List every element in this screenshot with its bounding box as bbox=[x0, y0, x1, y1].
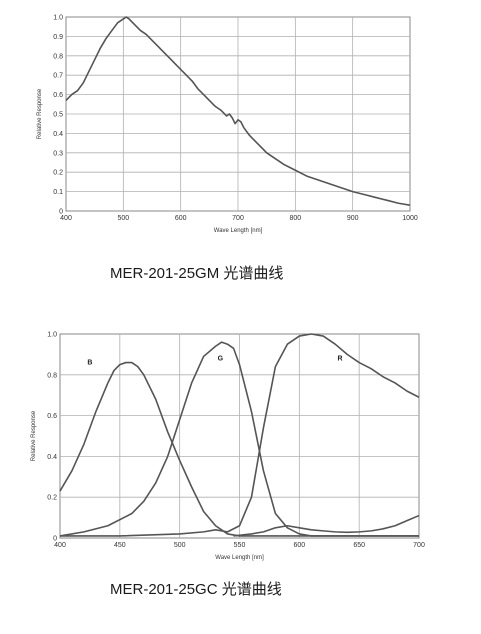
chart-mono: 400 500 600 700 800 900 1000 0 0.1 0.2 0.3 0.4 0.5 0.… bbox=[0, 0, 481, 300]
chart1-ytick-label: 0.7 bbox=[53, 73, 63, 80]
chart-color-svg: 400 450 500 550 600 650 700 0 0.2 0.4 0.6 0.8 1.0 Wav… bbox=[31, 332, 425, 562]
chart1-xtick-label: 1000 bbox=[402, 215, 418, 222]
chart1-ytick-label: 0.6 bbox=[53, 92, 63, 99]
chart-mono-svg: 400 500 600 700 800 900 1000 0 0.1 0.2 0.3 0.4 0.5 0.… bbox=[37, 15, 418, 235]
chart2-ytick-label: 0.6 bbox=[47, 413, 57, 420]
chart2-series-r-line bbox=[60, 333, 420, 537]
chart1-xtick-label: 900 bbox=[347, 215, 359, 222]
chart-mono-caption: MER-201-25GM 光谱曲线 bbox=[110, 265, 284, 282]
chart2-ytick-label: 0 bbox=[53, 536, 57, 543]
chart2-series-r-label: R bbox=[337, 356, 342, 363]
chart2-xtick-label: 400 bbox=[54, 542, 66, 549]
chart2-ytick-label: 0.8 bbox=[47, 372, 57, 379]
chart2-ytick-label: 0.2 bbox=[47, 495, 57, 502]
chart1-xaxis-title: Wave Length [nm] bbox=[214, 228, 263, 234]
chart2-series-ir-tail-line bbox=[233, 514, 420, 537]
chart1-ytick-label: 0.1 bbox=[53, 189, 63, 196]
chart2-xtick-label: 650 bbox=[353, 542, 365, 549]
chart1-xtick-label: 500 bbox=[117, 215, 129, 222]
chart2-xtick-label: 700 bbox=[413, 542, 425, 549]
chart2-xtick-label: 450 bbox=[114, 542, 126, 549]
chart1-xtick-label: 800 bbox=[289, 215, 301, 222]
chart2-yaxis-title: Relative Response bbox=[31, 410, 37, 461]
chart1-yaxis-title: Relative Response bbox=[37, 88, 43, 139]
chart2-series-g-line bbox=[59, 341, 419, 537]
chart2-xaxis-title: Wave Length [nm] bbox=[215, 555, 264, 561]
chart1-xtick-label: 700 bbox=[232, 215, 244, 222]
chart1-ytick-label: 0 bbox=[59, 209, 63, 216]
chart1-ytick-label: 0.9 bbox=[53, 34, 63, 41]
chart2-ytick-label: 1.0 bbox=[47, 332, 57, 339]
chart1-xtick-label: 400 bbox=[60, 215, 72, 222]
chart1-series-series-0-line bbox=[65, 16, 411, 206]
chart-color: 400 450 500 550 600 650 700 0 0.2 0.4 0.6 0.8 1.0 Wav… bbox=[0, 318, 481, 634]
chart1-xtick-label: 600 bbox=[175, 215, 187, 222]
chart1-ytick-label: 1.0 bbox=[53, 15, 63, 22]
chart-color-caption: MER-201-25GC 光谱曲线 bbox=[110, 581, 282, 598]
chart1-ytick-label: 0.8 bbox=[53, 53, 63, 60]
chart1-ytick-label: 0.4 bbox=[53, 131, 63, 138]
chart1-ytick-label: 0.2 bbox=[53, 170, 63, 177]
chart2-xtick-label: 500 bbox=[174, 542, 186, 549]
chart2-xtick-label: 550 bbox=[234, 542, 246, 549]
chart2-series-b-label: B bbox=[87, 360, 92, 367]
chart1-ytick-label: 0.3 bbox=[53, 150, 63, 157]
chart2-xtick-label: 600 bbox=[293, 542, 305, 549]
chart2-series-g-label: G bbox=[218, 356, 224, 363]
chart2-ytick-label: 0.4 bbox=[47, 454, 57, 461]
chart1-ytick-label: 0.5 bbox=[53, 112, 63, 119]
